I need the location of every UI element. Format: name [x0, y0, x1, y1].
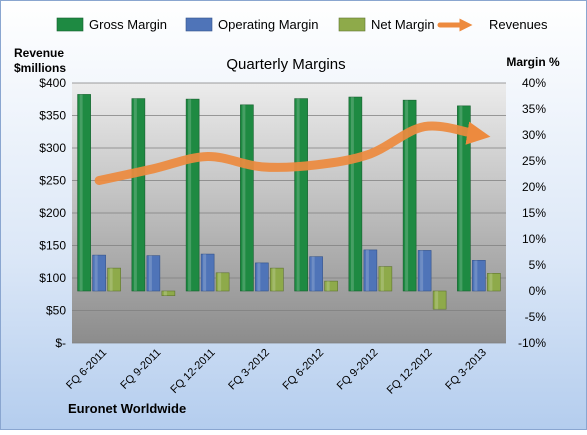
- bar-net-margin-sheen: [380, 266, 384, 291]
- left-tick-label: $150: [39, 239, 66, 253]
- bar-gross-margin-sheen: [350, 97, 354, 291]
- right-axis-ticks: -10% -5% 0% 5% 10% 15% 20% 25% 30% 35% 40%: [518, 76, 546, 350]
- bar-gross-margin: [457, 105, 471, 292]
- left-tick-label: $350: [39, 109, 66, 123]
- bar-gross-margin-sheen: [188, 99, 192, 292]
- bar-gross-margin-sheen: [242, 104, 246, 291]
- right-tick-label: -5%: [525, 310, 547, 324]
- revenue-line-path: [94, 121, 491, 185]
- chart-title: Quarterly Margins: [226, 56, 345, 73]
- bar-net-margin: [432, 290, 447, 310]
- bar-operating-margin-sheen: [474, 260, 478, 291]
- left-tick-label: $100: [39, 271, 66, 285]
- footer-company-name: Euronet Worldwide: [68, 401, 186, 416]
- bar-gross-margin: [131, 98, 146, 292]
- bar-net-margin: [324, 280, 338, 292]
- legend-label-net-margin: Net Margin: [371, 17, 435, 32]
- bar-net-margin-sheen: [326, 281, 330, 291]
- bar-net-margin-sheen: [218, 272, 222, 291]
- bar-operating-margin: [309, 256, 323, 292]
- bars: [77, 94, 501, 310]
- right-tick-label: 15%: [522, 206, 546, 220]
- bar-operating-margin-sheen: [365, 249, 369, 291]
- left-axis-title-line1: Revenue: [14, 46, 64, 60]
- bar-gross-margin: [348, 96, 363, 292]
- bar-gross-margin-sheen: [459, 105, 463, 291]
- right-tick-label: 10%: [522, 232, 546, 246]
- right-tick-label: 25%: [522, 154, 546, 168]
- left-tick-label: $250: [39, 174, 66, 188]
- bar-net-margin: [487, 273, 501, 292]
- bar-net-margin-sheen: [163, 291, 167, 296]
- bar-operating-margin: [363, 249, 378, 292]
- bar-operating-margin: [92, 254, 106, 292]
- bar-gross-margin-sheen: [405, 100, 409, 291]
- legend-swatch-operating-margin: [185, 17, 213, 32]
- right-tick-label: 5%: [529, 258, 547, 272]
- bar-net-margin: [107, 267, 121, 292]
- right-tick-label: 35%: [522, 102, 546, 116]
- right-tick-label: -10%: [518, 336, 546, 350]
- right-axis-title: Margin %: [506, 55, 560, 69]
- bar-operating-margin: [472, 260, 486, 292]
- left-tick-label: $300: [39, 141, 66, 155]
- legend: Gross Margin Operating Margin Net Margin…: [56, 17, 548, 32]
- legend-label-operating-margin: Operating Margin: [218, 17, 318, 32]
- bar-net-margin-sheen: [489, 273, 493, 291]
- bar-gross-margin: [294, 98, 308, 292]
- left-tick-label: $-: [55, 336, 66, 350]
- left-tick-label: $400: [39, 76, 66, 90]
- bar-net-margin: [215, 272, 230, 292]
- right-tick-label: 20%: [522, 180, 546, 194]
- bar-net-margin-sheen: [435, 291, 439, 310]
- bar-operating-margin-sheen: [148, 255, 152, 291]
- revenue-line: [94, 121, 491, 185]
- legend-swatch-net-margin: [338, 17, 366, 32]
- bar-operating-margin: [146, 255, 161, 292]
- legend-label-gross-margin: Gross Margin: [89, 17, 167, 32]
- bar-operating-margin-sheen: [203, 254, 207, 291]
- bar-gross-margin-sheen: [79, 94, 83, 291]
- right-tick-label: 30%: [522, 128, 546, 142]
- legend-swatch-gross-margin: [56, 17, 84, 32]
- bar-gross-margin: [185, 98, 200, 292]
- bar-gross-margin-sheen: [133, 98, 137, 291]
- bar-operating-margin-sheen: [257, 262, 261, 291]
- left-axis-title-line2: $millions: [14, 61, 66, 75]
- left-tick-label: $200: [39, 206, 66, 220]
- bar-gross-margin: [77, 94, 91, 292]
- bar-net-margin: [161, 290, 176, 296]
- bar-gross-margin: [240, 104, 254, 292]
- bar-operating-margin: [200, 253, 215, 292]
- bar-net-margin: [378, 266, 393, 292]
- left-tick-label: $50: [46, 304, 66, 318]
- bar-operating-margin: [255, 262, 269, 292]
- bar-net-margin: [270, 267, 284, 292]
- legend-label-revenues: Revenues: [489, 17, 548, 32]
- bar-operating-margin-sheen: [420, 250, 424, 291]
- bar-operating-margin: [417, 250, 432, 292]
- left-axis-ticks: $- $50 $100 $150 $200 $250 $300 $350 $400: [39, 76, 66, 350]
- bar-gross-margin: [402, 99, 417, 292]
- bar-net-margin-sheen: [109, 268, 113, 291]
- bar-gross-margin-sheen: [296, 98, 300, 291]
- right-tick-label: 0%: [529, 284, 547, 298]
- bar-operating-margin-sheen: [94, 255, 98, 291]
- bar-operating-margin-sheen: [311, 256, 315, 291]
- bar-net-margin-sheen: [272, 268, 276, 291]
- right-tick-label: 40%: [522, 76, 546, 90]
